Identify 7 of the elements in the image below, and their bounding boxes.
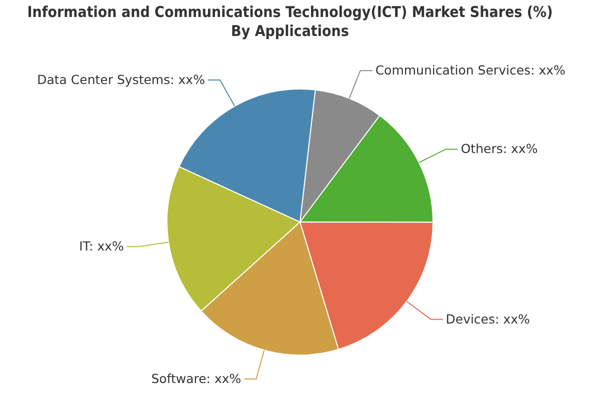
slice-label: IT: xx%: [79, 238, 124, 254]
slice-label: Communication Services: xx%: [375, 62, 566, 78]
slice-label: Data Center Systems: xx%: [37, 72, 206, 87]
slice-label: Devices: xx%: [446, 311, 530, 326]
chart-title: Information and Communications Technology(ICT) Market Shares (%) By Applications: [27, 3, 553, 40]
slice-label: Others: xx%: [460, 141, 538, 156]
slice-label: Software: xx%: [151, 370, 242, 386]
